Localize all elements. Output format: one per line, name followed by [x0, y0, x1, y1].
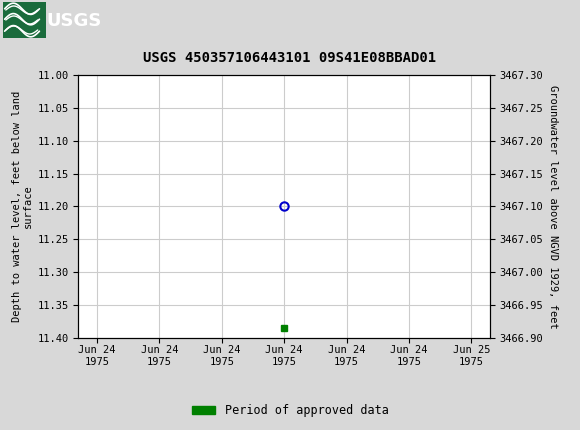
- Legend: Period of approved data: Period of approved data: [187, 399, 393, 422]
- Text: USGS: USGS: [46, 12, 102, 30]
- Text: USGS 450357106443101 09S41E08BBAD01: USGS 450357106443101 09S41E08BBAD01: [143, 50, 437, 64]
- Y-axis label: Depth to water level, feet below land
surface: Depth to water level, feet below land su…: [12, 91, 33, 322]
- Y-axis label: Groundwater level above NGVD 1929, feet: Groundwater level above NGVD 1929, feet: [548, 85, 558, 328]
- FancyBboxPatch shape: [3, 2, 46, 38]
